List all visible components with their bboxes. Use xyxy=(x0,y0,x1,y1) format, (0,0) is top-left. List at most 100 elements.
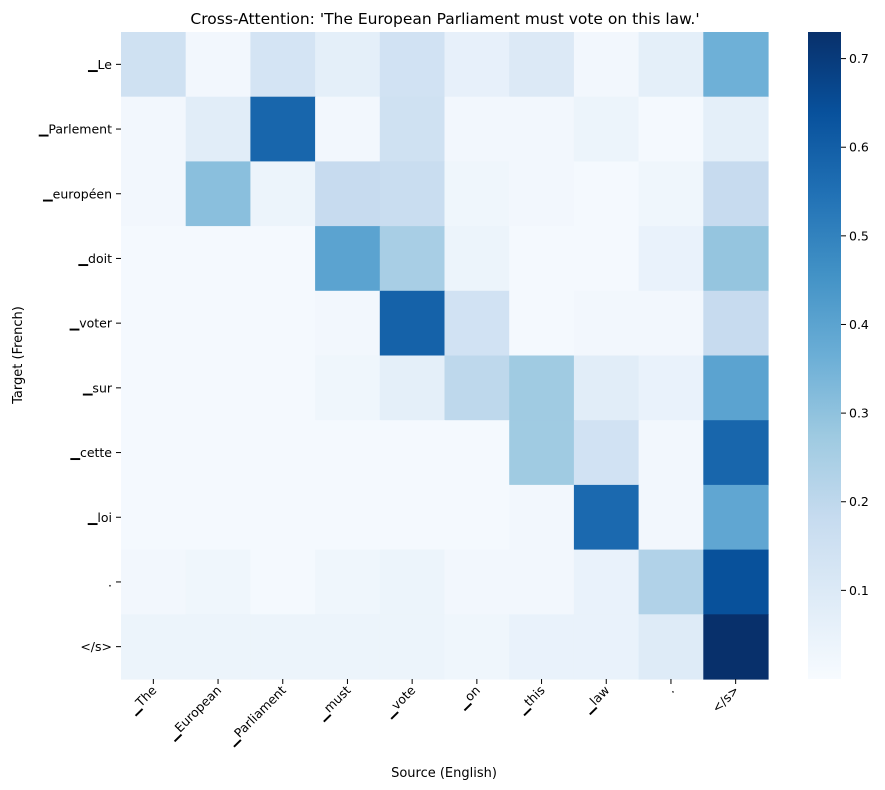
heatmap-cell xyxy=(703,614,769,680)
heatmap-cell xyxy=(638,355,704,421)
x-tick-label: </s> xyxy=(709,683,742,716)
y-tick-label: ▁doit xyxy=(77,251,112,267)
heatmap-cell xyxy=(509,549,575,615)
heatmap-cell xyxy=(509,420,575,486)
heatmap-cell xyxy=(509,96,575,162)
heatmap-cell xyxy=(509,484,575,551)
heatmap-cell xyxy=(573,161,640,227)
heatmap-cell xyxy=(703,420,769,486)
heatmap-cell xyxy=(638,420,704,486)
heatmap-cell xyxy=(444,614,510,680)
colorbar-tick-label: 0.2 xyxy=(849,494,869,509)
heatmap-cell xyxy=(250,290,316,357)
heatmap-cell xyxy=(509,226,575,292)
colorbar-tick-label: 0.7 xyxy=(849,51,869,66)
x-axis-ticks: ▁The ▁European ▁Parliament ▁must ▁vote ▁on ▁th… xyxy=(125,679,742,749)
heatmap-cell xyxy=(444,290,510,357)
heatmap-cell xyxy=(444,32,510,98)
y-tick-label: ▁loi xyxy=(87,510,112,526)
heatmap-cell xyxy=(509,32,575,98)
heatmap-cell xyxy=(444,226,510,292)
heatmap-cell xyxy=(121,161,187,227)
heatmap-cell xyxy=(444,484,510,551)
heatmap-cell xyxy=(444,96,510,162)
y-tick-label: ▁sur xyxy=(82,380,113,396)
y-tick-label: </s> xyxy=(80,639,112,654)
heatmap-cell xyxy=(573,614,640,680)
colorbar-tick-label: 0.4 xyxy=(849,317,869,332)
heatmap-cell xyxy=(703,161,769,227)
heatmap-cell xyxy=(379,96,446,162)
heatmap-cell xyxy=(638,614,704,680)
heatmap-cell xyxy=(315,484,381,551)
heatmap-cell xyxy=(379,420,446,486)
heatmap-cell xyxy=(121,290,187,357)
heatmap-cell xyxy=(703,32,769,98)
y-axis-ticks: ▁Le ▁Parlement ▁européen ▁doit ▁voter ▁sur ▁ce… xyxy=(38,57,121,654)
heatmap-cell xyxy=(250,96,316,162)
heatmap-cell xyxy=(703,484,769,551)
heatmap-cell xyxy=(185,549,251,615)
heatmap-cell xyxy=(444,161,510,227)
heatmap-cell xyxy=(703,290,769,357)
heatmap-cell xyxy=(121,614,187,680)
heatmap-cell xyxy=(379,290,446,357)
heatmap-cell xyxy=(315,96,381,162)
heatmap-cell xyxy=(185,96,251,162)
x-tick-label: . xyxy=(664,683,677,696)
heatmap-cell xyxy=(573,420,640,486)
heatmap-cell xyxy=(121,355,187,421)
y-tick-label: . xyxy=(108,574,112,589)
heatmap-cell xyxy=(379,161,446,227)
heatmap-cell xyxy=(573,226,640,292)
heatmap-cell xyxy=(250,420,316,486)
heatmap-cell xyxy=(638,549,704,615)
heatmap-cell xyxy=(638,484,704,551)
heatmap-cell xyxy=(315,355,381,421)
heatmap-cell xyxy=(185,614,251,680)
heatmap-cell xyxy=(379,614,446,680)
heatmap-cell xyxy=(703,355,769,421)
heatmap-cell xyxy=(185,420,251,486)
heatmap-cell xyxy=(703,226,769,292)
heatmap-cell xyxy=(638,226,704,292)
heatmap-cell xyxy=(638,96,704,162)
heatmap-cell xyxy=(379,484,446,551)
heatmap-cell xyxy=(444,420,510,486)
heatmap-cell xyxy=(638,32,704,98)
heatmap-cell xyxy=(121,420,187,486)
x-tick-label: ▁vote xyxy=(381,682,420,721)
heatmap-cell xyxy=(121,226,187,292)
x-tick-label: ▁European xyxy=(164,683,225,744)
heatmap-cell xyxy=(250,614,316,680)
heatmap-cell xyxy=(315,290,381,357)
colorbar-tick-label: 0.1 xyxy=(849,583,869,598)
heatmap-cell xyxy=(121,32,187,98)
heatmap-cell xyxy=(509,614,575,680)
heatmap-cell xyxy=(250,32,316,98)
heatmap-cell xyxy=(509,161,575,227)
heatmap-cell xyxy=(573,32,640,98)
heatmap-cell xyxy=(315,226,381,292)
y-tick-label: ▁voter xyxy=(69,316,113,332)
x-tick-label: ▁must xyxy=(313,682,354,723)
heatmap-cell xyxy=(573,290,640,357)
x-tick-label: ▁on xyxy=(454,683,484,713)
heatmap-cell xyxy=(573,484,640,551)
heatmap-cell xyxy=(185,355,251,421)
heatmap-cell xyxy=(509,355,575,421)
heatmap-cell xyxy=(315,420,381,486)
heatmap-cell xyxy=(638,290,704,357)
heatmap-cell xyxy=(379,32,446,98)
heatmap-cell xyxy=(379,355,446,421)
colorbar-tick-label: 0.5 xyxy=(849,228,869,243)
heatmap-cell xyxy=(315,32,381,98)
heatmap-cell xyxy=(703,96,769,162)
colorbar xyxy=(808,32,841,679)
heatmap-cell xyxy=(250,549,316,615)
heatmap-cell xyxy=(573,549,640,615)
heatmap-cell xyxy=(444,355,510,421)
x-tick-label: ▁law xyxy=(579,683,613,717)
heatmap-cell xyxy=(638,161,704,227)
